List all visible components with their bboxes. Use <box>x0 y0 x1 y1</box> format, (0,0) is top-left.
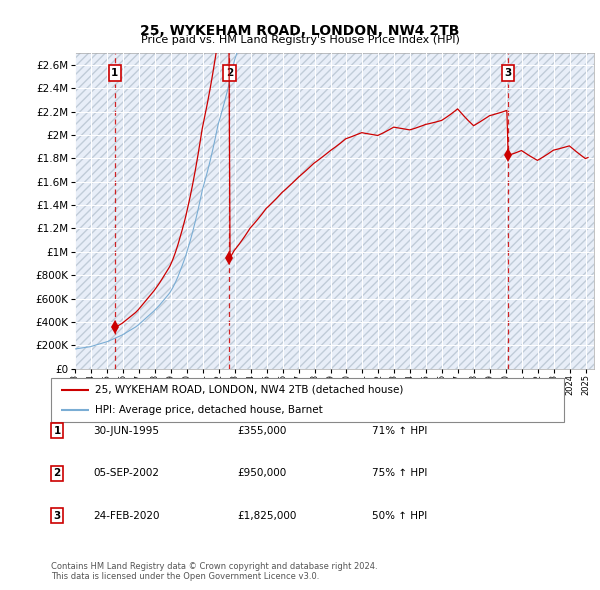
Text: Price paid vs. HM Land Registry's House Price Index (HPI): Price paid vs. HM Land Registry's House … <box>140 35 460 45</box>
Text: 2: 2 <box>53 468 61 478</box>
Text: 71% ↑ HPI: 71% ↑ HPI <box>372 426 427 435</box>
Text: 1: 1 <box>53 426 61 435</box>
Text: 50% ↑ HPI: 50% ↑ HPI <box>372 511 427 520</box>
Text: 30-JUN-1995: 30-JUN-1995 <box>93 426 159 435</box>
Text: HPI: Average price, detached house, Barnet: HPI: Average price, detached house, Barn… <box>95 405 322 415</box>
Text: 24-FEB-2020: 24-FEB-2020 <box>93 511 160 520</box>
Text: 2: 2 <box>226 68 233 78</box>
FancyBboxPatch shape <box>51 378 564 422</box>
Text: 3: 3 <box>53 511 61 520</box>
Text: 25, WYKEHAM ROAD, LONDON, NW4 2TB: 25, WYKEHAM ROAD, LONDON, NW4 2TB <box>140 24 460 38</box>
Text: £950,000: £950,000 <box>237 468 286 478</box>
Text: 05-SEP-2002: 05-SEP-2002 <box>93 468 159 478</box>
Text: 75% ↑ HPI: 75% ↑ HPI <box>372 468 427 478</box>
Text: 3: 3 <box>505 68 512 78</box>
Text: 25, WYKEHAM ROAD, LONDON, NW4 2TB (detached house): 25, WYKEHAM ROAD, LONDON, NW4 2TB (detac… <box>95 385 403 395</box>
Text: 1: 1 <box>111 68 119 78</box>
Text: Contains HM Land Registry data © Crown copyright and database right 2024.
This d: Contains HM Land Registry data © Crown c… <box>51 562 377 581</box>
Text: £1,825,000: £1,825,000 <box>237 511 296 520</box>
Text: £355,000: £355,000 <box>237 426 286 435</box>
